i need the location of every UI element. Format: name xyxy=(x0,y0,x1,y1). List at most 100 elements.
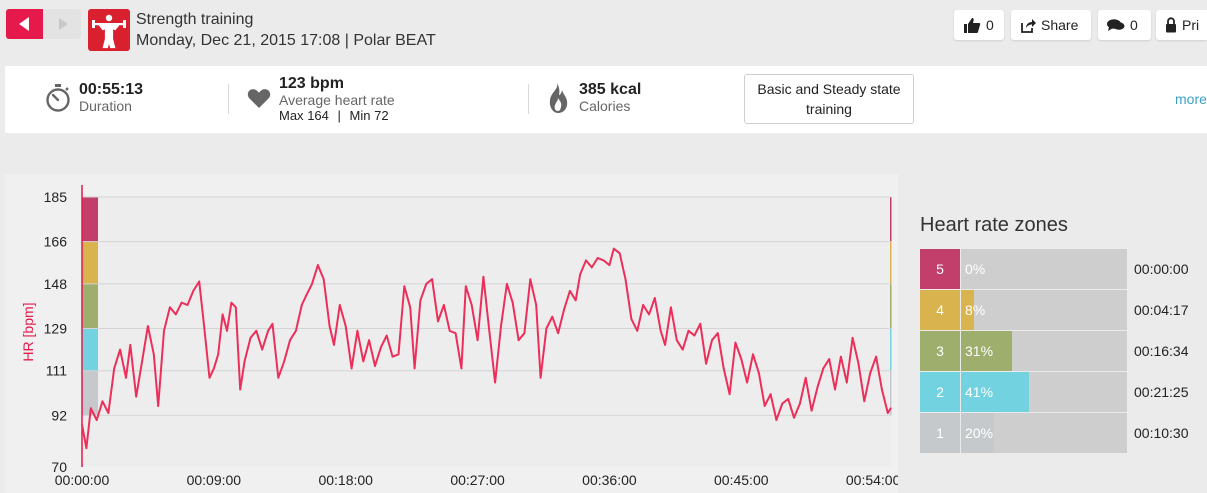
zone-row-1: 1 20% 00:10:30 xyxy=(920,413,1207,453)
hr-data-point xyxy=(505,282,508,285)
hr-data-point xyxy=(174,313,177,316)
hr-data-point xyxy=(602,259,605,262)
hr-data-point xyxy=(716,332,719,335)
hr-data-point xyxy=(261,348,264,351)
zone-band-3 xyxy=(82,283,98,329)
zone-time: 00:16:34 xyxy=(1134,343,1189,359)
hr-data-point xyxy=(596,257,599,259)
hr-data-point xyxy=(249,336,252,339)
plot-background xyxy=(82,197,891,467)
hr-data-point xyxy=(212,367,215,370)
zone-number: 2 xyxy=(920,372,960,412)
zone-edge-1 xyxy=(890,370,892,416)
zone-time: 00:21:25 xyxy=(1134,384,1189,400)
thumbs-up-icon xyxy=(964,17,981,33)
calories-value: 385 kcal xyxy=(579,81,642,98)
summary-bar: 00:55:13 Duration 123 bpm Average heart … xyxy=(5,66,1207,133)
y-tick-label: 92 xyxy=(51,407,67,423)
hr-data-point xyxy=(539,376,542,379)
hr-data-point xyxy=(311,282,313,285)
hr-data-point xyxy=(119,348,121,351)
zone-bar: 20% xyxy=(961,413,1127,453)
heart-rate-chart[interactable]: 185 166 148 129 111 92 70 00:00:00 00:09:00 00:18… xyxy=(5,174,898,493)
hr-data-point xyxy=(670,306,672,309)
next-button[interactable] xyxy=(43,9,81,39)
hr-data-point xyxy=(157,405,160,407)
hr-data-point xyxy=(413,367,416,370)
x-tick-label: 00:27:00 xyxy=(450,472,505,488)
hr-data-point xyxy=(511,301,514,304)
hr-data-point xyxy=(230,301,233,304)
hr-data-point xyxy=(425,282,428,285)
y-tick-label: 111 xyxy=(46,363,67,379)
hr-data-point xyxy=(535,304,538,306)
hr-data-point xyxy=(769,393,772,396)
print-button[interactable]: Pri xyxy=(1156,10,1207,40)
training-benefit-button[interactable]: Basic and Steady state training xyxy=(744,74,914,124)
hr-data-point xyxy=(839,355,842,358)
x-tick-label: 00:36:00 xyxy=(582,472,637,488)
hr-data-point xyxy=(180,301,183,304)
strength-training-icon xyxy=(88,9,130,51)
hr-data-point xyxy=(612,247,615,250)
zone-percent: 0% xyxy=(965,261,986,277)
hr-data-point xyxy=(523,332,526,335)
stopwatch-icon xyxy=(46,84,70,112)
zone-bar-fill xyxy=(961,413,995,453)
y-axis-title: HR [bpm] xyxy=(20,302,36,361)
heart-rate-summary: 123 bpm Average heart rate Max 164 | Min… xyxy=(229,66,529,133)
hr-separator: | xyxy=(337,108,341,123)
hr-data-point xyxy=(374,365,376,367)
zone-bar-fill xyxy=(961,290,975,330)
previous-button[interactable] xyxy=(6,9,43,39)
hr-min-label: Min xyxy=(349,108,371,123)
hr-data-point xyxy=(705,362,708,365)
hr-data-point xyxy=(305,294,308,297)
hr-data-point xyxy=(740,358,743,360)
more-link[interactable]: more xyxy=(1175,91,1207,107)
training-benefit-line1: Basic and Steady state xyxy=(757,81,901,97)
zone-edge-4 xyxy=(890,241,892,284)
hr-data-point xyxy=(234,306,237,309)
zone-edge-5 xyxy=(890,197,892,242)
hr-data-point xyxy=(886,412,889,414)
hr-max-value: 164 xyxy=(307,108,329,123)
y-tick-label: 148 xyxy=(44,276,68,292)
hr-data-point xyxy=(344,325,347,328)
hr-data-point xyxy=(338,304,341,306)
hr-data-point xyxy=(89,407,92,410)
hr-data-point xyxy=(653,297,656,299)
hr-data-point xyxy=(202,320,205,323)
hr-data-point xyxy=(476,339,479,342)
share-button[interactable]: Share xyxy=(1011,10,1091,40)
zone-bar: 31% xyxy=(961,331,1127,371)
hr-data-point xyxy=(787,398,790,400)
x-tick-label: 00:09:00 xyxy=(187,472,242,488)
hr-data-point xyxy=(568,290,571,292)
hr-data-point xyxy=(857,362,860,365)
hr-data-point xyxy=(226,329,228,332)
hr-max-min: Max 164 | Min 72 xyxy=(279,108,389,123)
hr-data-point xyxy=(834,388,836,391)
hr-data-point xyxy=(624,278,627,281)
hr-data-point xyxy=(409,306,412,309)
y-tick-label: 185 xyxy=(44,189,68,205)
hr-data-point xyxy=(551,315,554,318)
hr-data-point xyxy=(385,334,388,337)
hr-data-point xyxy=(711,339,713,342)
hr-data-point xyxy=(391,355,394,358)
hr-data-point xyxy=(129,344,132,346)
hr-data-point xyxy=(333,344,335,346)
comment-button[interactable]: 0 xyxy=(1098,10,1151,40)
zone-band-4 xyxy=(82,241,98,284)
hr-data-point xyxy=(804,376,807,379)
duration-summary: 00:55:13 Duration xyxy=(5,66,225,133)
hr-data-point xyxy=(488,329,491,332)
training-benefit-line2: training xyxy=(806,101,852,117)
hr-data-point xyxy=(746,381,749,384)
like-button[interactable]: 0 xyxy=(954,10,1004,40)
zone-time: 00:04:17 xyxy=(1134,302,1189,318)
hr-data-point xyxy=(470,304,473,306)
comment-count: 0 xyxy=(1130,17,1138,33)
